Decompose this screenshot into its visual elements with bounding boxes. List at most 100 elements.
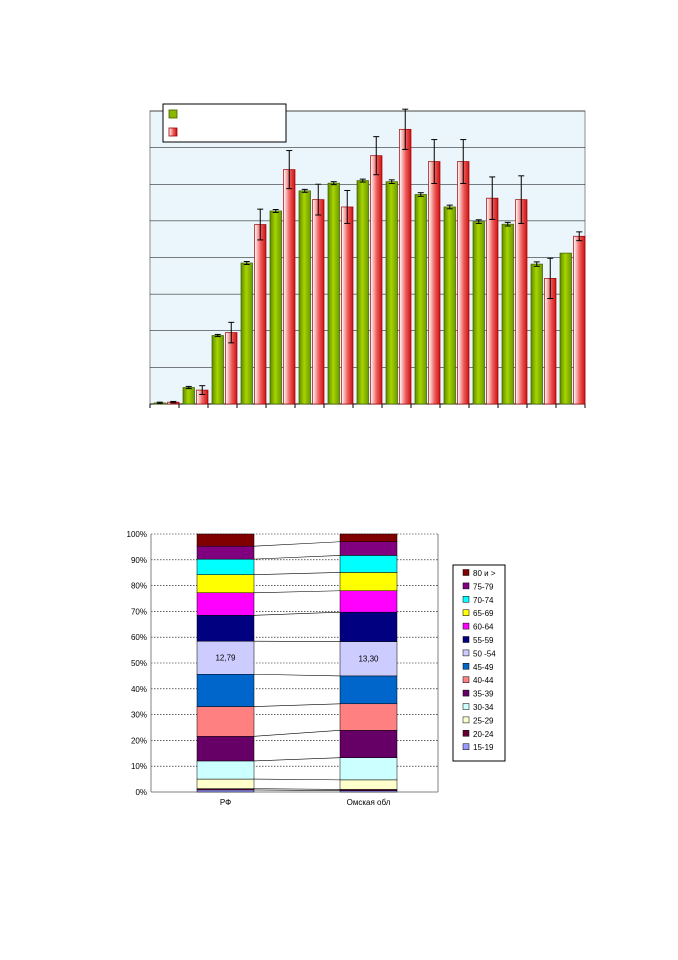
bar <box>269 210 282 405</box>
x-category-label: РФ <box>220 798 231 807</box>
stacked-segment <box>196 788 255 791</box>
legend-swatch <box>462 716 470 724</box>
legend-label: 20-24 <box>473 730 494 739</box>
y-tick-label: 30% <box>131 711 147 720</box>
series-line <box>253 590 341 594</box>
y-tick-label: 50% <box>131 659 147 668</box>
legend-label: 35-39 <box>473 690 494 699</box>
legend-box <box>452 564 506 762</box>
legend-label: 25-29 <box>473 716 494 725</box>
bar <box>327 182 340 405</box>
legend-swatch <box>462 596 470 603</box>
series-line <box>253 673 341 677</box>
stacked-segment <box>196 533 255 547</box>
series-line <box>253 788 341 790</box>
plot-area <box>151 534 438 792</box>
bar <box>414 194 427 405</box>
series-line <box>253 730 341 737</box>
stacked-segment <box>339 703 398 731</box>
legend-label: 45-49 <box>473 663 494 672</box>
legend-label: 30-34 <box>473 703 494 712</box>
series-line <box>253 611 341 616</box>
stacked-segment <box>196 592 255 616</box>
bar <box>385 181 398 405</box>
y-tick-label: 70% <box>131 607 147 616</box>
legend-box <box>162 103 287 143</box>
y-tick-label: 40% <box>131 685 147 694</box>
bar <box>240 262 253 405</box>
legend-label: 40-44 <box>473 676 494 685</box>
legend-swatch <box>462 730 470 737</box>
legend-swatch <box>462 703 470 710</box>
bar <box>486 197 499 405</box>
legend-swatch <box>462 676 470 683</box>
stacked-segment <box>196 545 255 560</box>
y-tick-label: 0% <box>135 788 147 797</box>
y-tick-label: 60% <box>131 633 147 642</box>
stacked-segment <box>339 611 398 642</box>
stacked-segment <box>339 779 398 790</box>
legend-swatch <box>462 609 470 616</box>
bar <box>298 190 311 405</box>
legend-label: 75-79 <box>473 582 494 591</box>
legend-label: 65-69 <box>473 609 494 618</box>
data-label: 13,30 <box>358 655 379 664</box>
y-tick-label: 10% <box>131 762 147 771</box>
legend-swatch <box>462 743 470 750</box>
stacked-segment <box>339 789 398 791</box>
stacked-segment <box>196 706 255 737</box>
legend-swatch <box>168 127 178 137</box>
bar <box>283 169 296 405</box>
bar <box>254 224 267 405</box>
stacked-segment <box>339 675 398 705</box>
series-line <box>253 703 341 707</box>
bar <box>428 161 441 405</box>
stacked-segment <box>196 615 255 642</box>
y-tick-label: 80% <box>131 582 147 591</box>
stacked-segment <box>196 736 255 762</box>
stacked-segment <box>196 574 255 594</box>
legend-label: 80 и > <box>473 569 496 578</box>
bar <box>443 206 456 405</box>
bar <box>211 335 224 405</box>
legend-label: 70-74 <box>473 596 494 605</box>
series-line <box>253 572 341 575</box>
bar <box>312 199 325 405</box>
stacked-segment <box>339 641 398 677</box>
legend-label: 50 -54 <box>473 649 496 658</box>
stacked-segment <box>196 778 255 789</box>
legend-swatch <box>168 109 178 119</box>
stacked-segment <box>196 760 255 780</box>
bar <box>182 387 195 405</box>
stacked-segment <box>196 558 255 575</box>
legend-swatch <box>462 569 470 576</box>
series-line <box>253 789 341 792</box>
stacked-segment <box>196 674 255 707</box>
bar <box>341 206 354 405</box>
bar <box>530 263 543 405</box>
y-tick-label: 100% <box>127 530 147 539</box>
bar-chart-with-error-bars <box>149 103 586 408</box>
legend-label: 15-19 <box>473 743 494 752</box>
stacked-segment <box>196 640 255 675</box>
bar <box>559 252 572 405</box>
legend-swatch <box>462 689 470 697</box>
stacked-segment <box>339 555 398 573</box>
y-tick-label: 90% <box>131 556 147 565</box>
legend-swatch <box>462 663 470 670</box>
bar <box>457 161 470 405</box>
bar <box>573 235 586 405</box>
bar <box>399 128 412 405</box>
series-line <box>253 778 341 781</box>
stacked-segment <box>339 730 398 758</box>
stacked-segment <box>339 790 398 793</box>
bar <box>501 223 514 405</box>
stacked-segment <box>196 789 255 793</box>
series-line <box>253 555 341 560</box>
stacked-segment <box>339 533 398 542</box>
x-category-label: Омская обл <box>347 798 391 807</box>
series-line <box>253 541 341 547</box>
legend-label: 55-59 <box>473 636 494 645</box>
series-line <box>253 757 341 762</box>
data-label: 12,79 <box>215 654 236 663</box>
